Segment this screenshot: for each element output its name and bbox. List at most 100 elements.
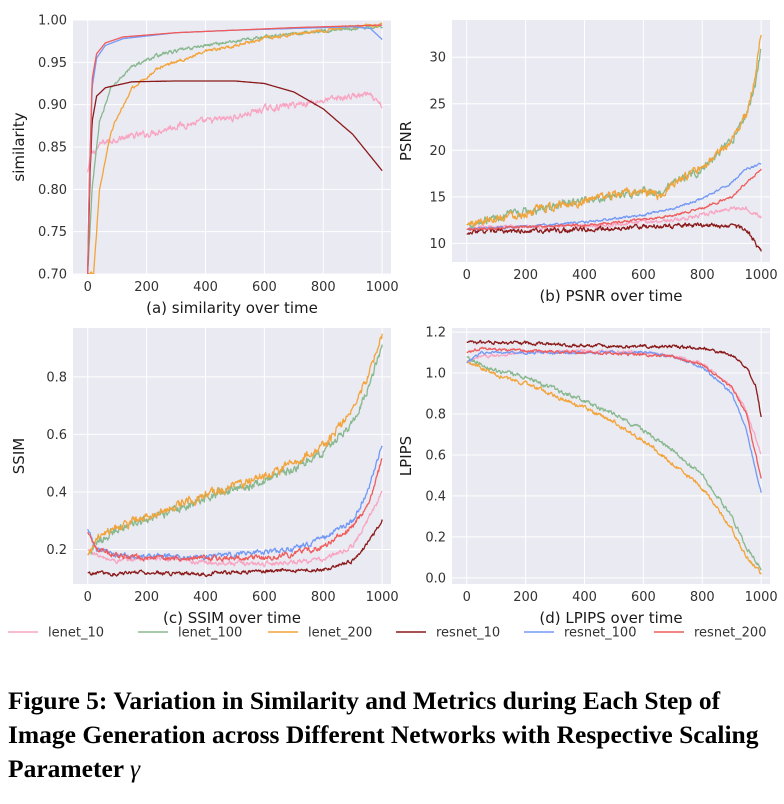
plot-background (452, 20, 770, 262)
legend-label: lenet_200 (308, 626, 372, 641)
y-tick-label: 0.95 (38, 56, 67, 71)
y-tick-label: 10 (429, 237, 446, 252)
legend-item-resnet_200: resnet_200 (654, 626, 766, 641)
y-axis-label: similarity (10, 112, 28, 181)
chart-panel-psnr: 0 200 400 600 800 1000 10 15 20 25 30 (b) PSNR over… (397, 20, 778, 305)
y-tick-label: 0.4 (425, 489, 446, 504)
x-tick-label: 200 (134, 590, 159, 605)
x-tick-label: 1000 (366, 280, 399, 295)
series-line-lenet_200 (87, 333, 383, 556)
y-tick-label: 0.80 (38, 183, 67, 198)
y-tick-label: 0.70 (38, 268, 67, 283)
y-tick-label: 0.8 (46, 370, 67, 385)
series-line-resnet_200 (87, 24, 383, 274)
x-axis-label: (c) SSIM over time (163, 609, 301, 627)
x-tick-label: 200 (513, 590, 538, 605)
legend-item-resnet_10: resnet_10 (396, 626, 500, 641)
x-axis-label: (d) LPIPS over time (539, 609, 682, 627)
plot-background (452, 328, 770, 584)
x-tick-label: 200 (513, 268, 538, 283)
plot-background (73, 328, 391, 584)
legend: lenet_10 lenet_100 lenet_200 resnet_10 resne… (8, 626, 766, 641)
series-line-lenet_200 (466, 360, 762, 575)
y-axis-label: SSIM (10, 438, 28, 474)
x-tick-label: 600 (252, 590, 277, 605)
series-line-lenet_100 (87, 344, 383, 556)
x-axis-label: (a) similarity over time (146, 299, 318, 317)
series-group (466, 339, 762, 575)
y-tick-label: 0.8 (425, 408, 446, 423)
figure: 0 200 400 600 800 10000.700.750.800.850.900.9… (8, 14, 778, 641)
legend-item-resnet_100: resnet_100 (524, 626, 636, 641)
y-tick-label: 25 (429, 97, 446, 112)
y-tick-label: 0.75 (38, 225, 67, 240)
series-line-resnet_10 (466, 222, 762, 252)
y-tick-label: 15 (429, 190, 446, 205)
x-tick-label: 600 (631, 590, 656, 605)
series-line-resnet_10 (466, 339, 762, 418)
x-axis-label: (b) PSNR over time (539, 287, 682, 305)
legend-item-lenet_10: lenet_10 (8, 626, 104, 641)
y-tick-label: 30 (429, 51, 446, 66)
y-tick-label: 0.6 (425, 448, 446, 463)
y-tick-label: 0.0 (425, 571, 446, 586)
series-group (87, 22, 383, 274)
y-tick-label: 1.00 (38, 14, 67, 29)
x-tick-label: 1000 (745, 590, 778, 605)
legend-label: lenet_100 (178, 626, 242, 641)
series-line-resnet_200 (466, 168, 762, 231)
series-line-resnet_10 (87, 519, 383, 578)
series-line-lenet_100 (466, 48, 762, 230)
x-tick-label: 1000 (366, 590, 399, 605)
x-tick-label: 800 (690, 268, 715, 283)
legend-label: resnet_200 (694, 626, 766, 641)
series-line-resnet_200 (466, 346, 762, 479)
series-line-resnet_200 (87, 458, 383, 562)
series-line-lenet_10 (87, 91, 383, 173)
series-line-lenet_100 (466, 356, 762, 571)
series-line-resnet_100 (87, 445, 383, 561)
chart-panel-similarity: 0 200 400 600 800 1000 0.70 0.75 0.80 0.85 0.90 0.9… (10, 14, 399, 318)
chart-panel-lpips: 0 200 400 600 800 1000 0.0 0.2 0.4 0.6 0.8 1.0 1.2 (d… (397, 326, 778, 627)
x-tick-label: 400 (193, 280, 218, 295)
series-line-lenet_200 (466, 34, 762, 227)
legend-item-lenet_100: lenet_100 (138, 626, 242, 641)
series-line-resnet_10 (87, 80, 383, 274)
y-tick-label: 0.85 (38, 141, 67, 156)
x-tick-label: 1000 (745, 268, 778, 283)
x-tick-label: 600 (631, 268, 656, 283)
x-tick-label: 0 (463, 590, 471, 605)
x-tick-label: 200 (134, 280, 159, 295)
y-axis-label: LPIPS (397, 436, 415, 476)
x-tick-label: 0 (84, 590, 92, 605)
caption-label: Figure 5: (8, 686, 108, 715)
y-tick-label: 0.2 (425, 530, 446, 545)
legend-label: lenet_10 (48, 626, 104, 641)
caption-symbol: γ (130, 754, 141, 783)
series-line-lenet_200 (87, 22, 383, 274)
x-tick-label: 600 (252, 280, 277, 295)
series-line-resnet_100 (466, 350, 762, 493)
legend-label: resnet_100 (564, 626, 636, 641)
series-group (466, 34, 762, 252)
chart-panel-ssim: 0 200 400 600 800 1000 0.2 0.4 0.6 0.8 (c) SSIM ov… (10, 328, 399, 627)
series-line-resnet_100 (466, 162, 762, 231)
legend-item-lenet_200: lenet_200 (268, 626, 372, 641)
y-tick-label: 20 (429, 144, 446, 159)
y-tick-label: 1.0 (425, 367, 446, 382)
y-tick-label: 0.2 (46, 543, 67, 558)
x-tick-label: 800 (311, 280, 336, 295)
x-tick-label: 400 (572, 590, 597, 605)
x-tick-label: 800 (690, 590, 715, 605)
y-tick-label: 0.90 (38, 98, 67, 113)
series-group (87, 333, 383, 578)
figure-caption: Figure 5: Variation in Similarity and Me… (8, 684, 778, 786)
x-tick-label: 400 (572, 268, 597, 283)
y-axis-label: PSNR (397, 121, 415, 161)
x-tick-label: 400 (193, 590, 218, 605)
y-tick-label: 0.6 (46, 428, 67, 443)
x-tick-label: 0 (463, 268, 471, 283)
caption-text: Variation in Similarity and Metrics duri… (8, 686, 759, 783)
y-tick-label: 1.2 (425, 326, 446, 341)
x-tick-label: 0 (84, 280, 92, 295)
